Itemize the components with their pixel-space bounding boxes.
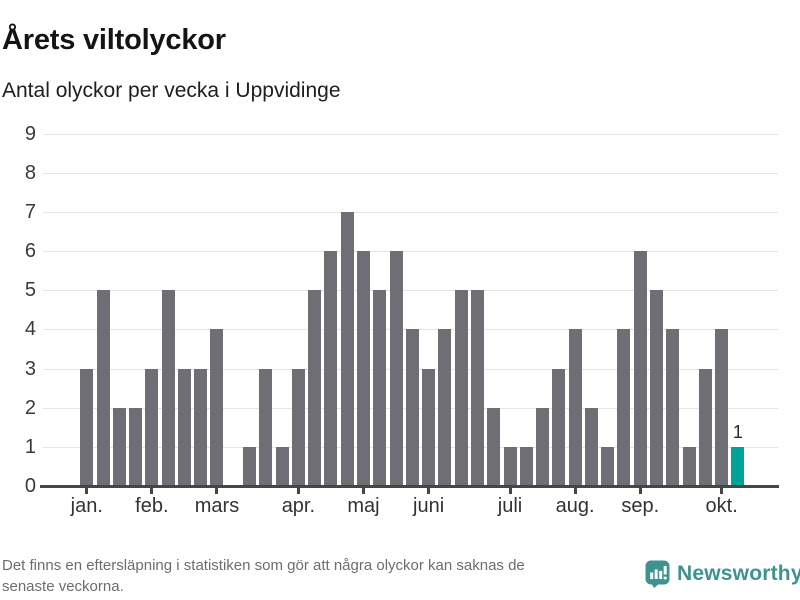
gridline-y7: [43, 211, 778, 213]
x-axis-tick-mars: [215, 488, 219, 494]
bar-week-34: [617, 329, 631, 485]
y-axis-tick-label: 9: [24, 122, 36, 145]
bar-week-28: [519, 446, 533, 485]
bar-week-8: [194, 368, 208, 485]
bar-week-1: [80, 368, 94, 485]
y-axis-tick-label: 8: [24, 161, 36, 184]
bar-week-3: [112, 407, 126, 485]
bar-week-22: [422, 368, 436, 485]
bar-week-33: [601, 446, 615, 485]
x-axis-tick-feb: [150, 488, 154, 494]
x-axis-label-feb: feb.: [135, 495, 169, 517]
bar-week-4: [129, 407, 143, 485]
gridline-y6: [43, 251, 778, 253]
bar-week-15: [308, 290, 322, 485]
y-axis-tick-label: 5: [24, 279, 36, 302]
bar-week-13: [275, 446, 289, 485]
bar-week-14: [291, 368, 305, 485]
bar-week-18: [357, 251, 370, 485]
x-axis-tick-juli: [508, 488, 512, 494]
x-axis-label-mars: mars: [194, 495, 240, 517]
bar-week-40: [715, 329, 729, 485]
bar-week-27: [503, 446, 517, 485]
y-axis-tick-label: 6: [24, 240, 36, 263]
x-axis-tick-jan: [85, 488, 89, 494]
gridline-y5: [43, 290, 778, 292]
x-axis-label-jan: jan.: [70, 495, 103, 517]
bar-week-6: [161, 290, 175, 485]
x-axis-label-okt: okt.: [705, 495, 738, 517]
bar-week-38: [682, 446, 696, 485]
chart-subtitle: Antal olyckor per vecka i Uppvidinge: [2, 79, 341, 102]
x-axis-tick-sep: [638, 488, 642, 494]
bar-week-2: [96, 290, 110, 485]
chart-title: Årets viltolyckor: [2, 24, 226, 57]
bar-week-19: [373, 290, 387, 485]
gridline-y9: [43, 133, 778, 135]
x-axis-label-aug: aug.: [555, 495, 595, 517]
bar-week-29: [536, 407, 550, 485]
footnote-line-2: senaste veckorna.: [2, 578, 124, 595]
bar-week-21: [405, 329, 419, 485]
y-axis-tick-label: 0: [24, 475, 36, 497]
bar-week-32: [584, 407, 598, 485]
bar-week-7: [177, 368, 191, 485]
y-axis-tick-label: 3: [24, 357, 36, 380]
bar-week-23: [438, 329, 452, 485]
y-axis-tick-label: 7: [24, 200, 36, 223]
footnote-line-1: Det finns en eftersläpning i statistiken…: [2, 557, 525, 574]
bar-week-39: [698, 368, 712, 485]
bar-week-26: [487, 407, 501, 485]
bar-week-24: [454, 290, 468, 485]
highlight-value-label: 1: [732, 421, 743, 442]
bar-chart: 1 0 1 2 3 4 5 6 7 8 9 jan. feb. mars apr. maj juni juli a…: [24, 122, 779, 517]
bar-week-30: [552, 368, 566, 485]
gridline-y8: [43, 172, 778, 174]
y-axis-tick-label: 2: [24, 396, 36, 419]
newsworthy-wordmark: Newsworthy: [677, 562, 800, 585]
bar-week-25: [470, 290, 484, 485]
y-axis-tick-label: 1: [24, 435, 36, 458]
newsworthy-bubble-chart-icon: [645, 560, 670, 588]
bar-week-12: [259, 368, 273, 485]
x-axis-tick-apr: [296, 488, 300, 494]
bar-week-36: [650, 290, 664, 485]
x-axis-tick-juni: [427, 488, 431, 494]
x-axis-label-sep: sep.: [621, 495, 660, 517]
bar-week-17: [340, 211, 354, 485]
x-axis-line: [40, 485, 779, 488]
y-axis-tick-label: 4: [24, 318, 36, 341]
bar-week-20: [389, 251, 403, 485]
x-axis-tick-okt: [720, 488, 724, 494]
bar-week-5: [145, 368, 159, 485]
x-axis-tick-maj: [362, 488, 365, 494]
x-axis-label-apr: apr.: [281, 495, 316, 517]
bar-week-16: [324, 251, 338, 485]
bar-week-9: [210, 329, 224, 485]
newsworthy-logo: Newsworthy: [645, 560, 800, 588]
x-axis-label-juni: juni: [413, 495, 445, 517]
bar-week-41: [731, 446, 745, 485]
bar-week-37: [666, 329, 680, 485]
x-axis-label-maj: maj: [347, 495, 380, 517]
bar-week-31: [568, 329, 582, 485]
bar-week-11: [243, 446, 257, 485]
x-axis-label-juli: juli: [497, 495, 523, 517]
footnote: Det finns en eftersläpning i statistiken…: [2, 555, 525, 597]
x-axis-tick-aug: [573, 488, 577, 494]
bar-week-35: [633, 251, 647, 485]
